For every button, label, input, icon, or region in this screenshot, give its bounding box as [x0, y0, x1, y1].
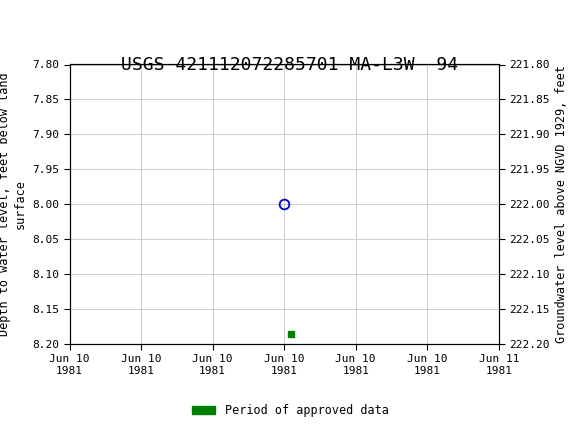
Text: USGS: USGS [67, 10, 126, 29]
Text: USGS 421112072285701 MA-L3W  94: USGS 421112072285701 MA-L3W 94 [121, 56, 459, 74]
Legend: Period of approved data: Period of approved data [187, 399, 393, 422]
Y-axis label: Depth to water level, feet below land
surface: Depth to water level, feet below land su… [0, 72, 27, 336]
Y-axis label: Groundwater level above NGVD 1929, feet: Groundwater level above NGVD 1929, feet [555, 65, 568, 343]
Bar [3, 3, 61, 36]
